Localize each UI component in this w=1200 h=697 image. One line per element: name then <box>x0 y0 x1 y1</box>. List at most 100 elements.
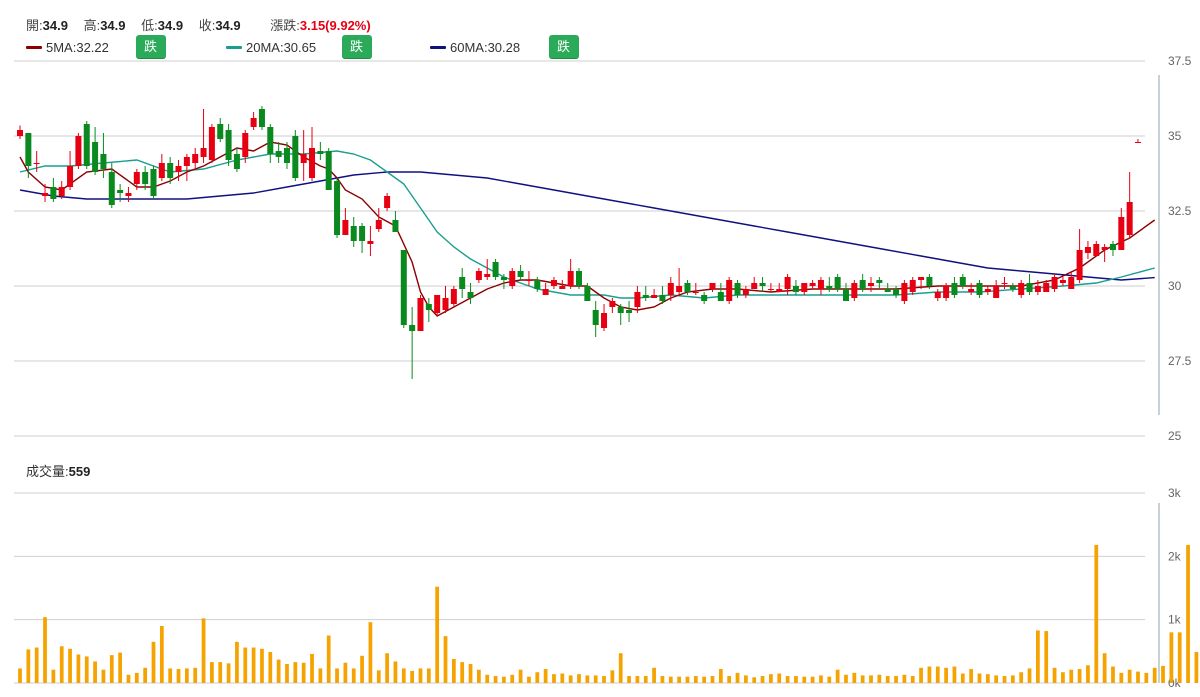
candle-body <box>233 154 240 169</box>
volume-bar <box>1194 651 1199 683</box>
candle-body <box>1026 283 1033 292</box>
candle-body <box>392 220 399 232</box>
volume-bar <box>285 664 289 683</box>
ma5-alert-button[interactable]: 跌破 通知 <box>136 35 167 123</box>
volume-bar <box>552 674 556 683</box>
ma20-line <box>19 150 1155 299</box>
candle-body <box>943 286 950 298</box>
candle-down <box>617 304 624 325</box>
volume-bar <box>493 676 498 683</box>
volume-bar <box>810 676 815 683</box>
volume-bar <box>93 661 97 683</box>
volume-bar <box>885 676 890 683</box>
candle-up <box>709 283 716 292</box>
ma60-line <box>19 171 1155 281</box>
candle-down <box>117 184 124 202</box>
candle-down <box>108 163 115 208</box>
candle-body <box>309 148 316 178</box>
candle-up <box>442 286 449 313</box>
candle-body <box>684 283 691 292</box>
volume-bar <box>1152 667 1157 683</box>
volume-bar <box>1086 665 1090 683</box>
candle-up <box>1076 229 1083 283</box>
candle-down <box>283 142 290 169</box>
candle-down <box>926 274 933 289</box>
candle-up <box>509 268 516 289</box>
high-value: 34.9 <box>100 18 126 33</box>
price-grid: 37.5 35 32.5 30 27.5 25 <box>14 54 1192 443</box>
candle-down <box>1009 283 1016 292</box>
candle-body <box>567 271 574 286</box>
candle-down <box>717 283 724 301</box>
volume-bar <box>318 668 323 683</box>
candle-up <box>868 277 875 292</box>
candle-down <box>50 178 57 202</box>
candle-up <box>676 268 683 295</box>
volume-bar <box>668 676 673 683</box>
volume-bar <box>18 668 22 683</box>
volume-tick-label: 1k <box>1168 613 1182 627</box>
volume-bar <box>585 675 590 683</box>
volume-bar <box>660 676 665 683</box>
candle-down <box>1109 241 1116 256</box>
candle-up <box>208 124 215 163</box>
volume-bar <box>869 675 873 683</box>
volume-bar <box>326 635 331 683</box>
candle-body <box>375 220 382 229</box>
volume-bar <box>109 655 114 683</box>
candle-body <box>142 172 149 184</box>
volume-bar <box>1061 672 1065 683</box>
volume-bar <box>819 675 823 683</box>
volume-bar <box>68 648 72 683</box>
ma60-alert-button[interactable]: 跌破 通知 <box>549 35 580 123</box>
volume-bar <box>1177 632 1182 683</box>
volume-bar <box>176 669 181 683</box>
volume-bar <box>76 654 81 683</box>
candle-body <box>717 292 724 301</box>
candlestick-series <box>16 106 1142 379</box>
change-value: 3.15(9.92%) <box>299 18 371 33</box>
volume-bar <box>944 667 948 683</box>
candle-up <box>918 277 925 289</box>
volume-bar <box>685 676 690 683</box>
candle-up <box>67 151 74 190</box>
volume-bar <box>827 676 832 683</box>
candle-up <box>133 169 140 190</box>
candle-down <box>92 127 99 175</box>
volume-bar <box>226 663 231 683</box>
ma20-label: 20MA:30.65 <box>246 39 317 55</box>
volume-bar <box>485 674 490 683</box>
candle-up <box>434 295 441 316</box>
ma20-swatch <box>226 45 242 49</box>
candle-up <box>550 277 557 289</box>
candle-up <box>784 274 791 295</box>
candle-down <box>292 130 299 181</box>
volume-bar <box>919 667 923 683</box>
candle-up <box>1118 208 1125 250</box>
volume-bar <box>1036 630 1040 683</box>
volume-bar <box>435 586 440 683</box>
volume-bar <box>335 668 339 683</box>
volume-bar <box>752 677 757 683</box>
candle-body <box>784 277 791 289</box>
candle-up <box>192 148 199 169</box>
candle-up <box>851 280 858 301</box>
candle-body <box>158 163 165 178</box>
volume-bar <box>852 672 857 683</box>
ma20-alert-button[interactable]: 跌破 通知 <box>342 35 373 123</box>
volume-label: 成交量: <box>26 464 69 479</box>
volume-bar <box>126 674 131 683</box>
candle-body <box>267 127 274 154</box>
candle-body <box>1084 247 1091 253</box>
candle-up <box>667 277 674 301</box>
candle-body <box>1051 277 1058 289</box>
candle-body <box>442 298 449 310</box>
candle-body <box>350 226 357 241</box>
low-value: 34.9 <box>157 18 184 33</box>
candle-body <box>1043 283 1050 292</box>
candle-body <box>651 295 658 298</box>
candle-up <box>33 151 40 172</box>
volume-bar <box>877 674 882 683</box>
volume-bar <box>794 676 798 683</box>
ma5-label: 5MA:32.22 <box>46 39 109 55</box>
